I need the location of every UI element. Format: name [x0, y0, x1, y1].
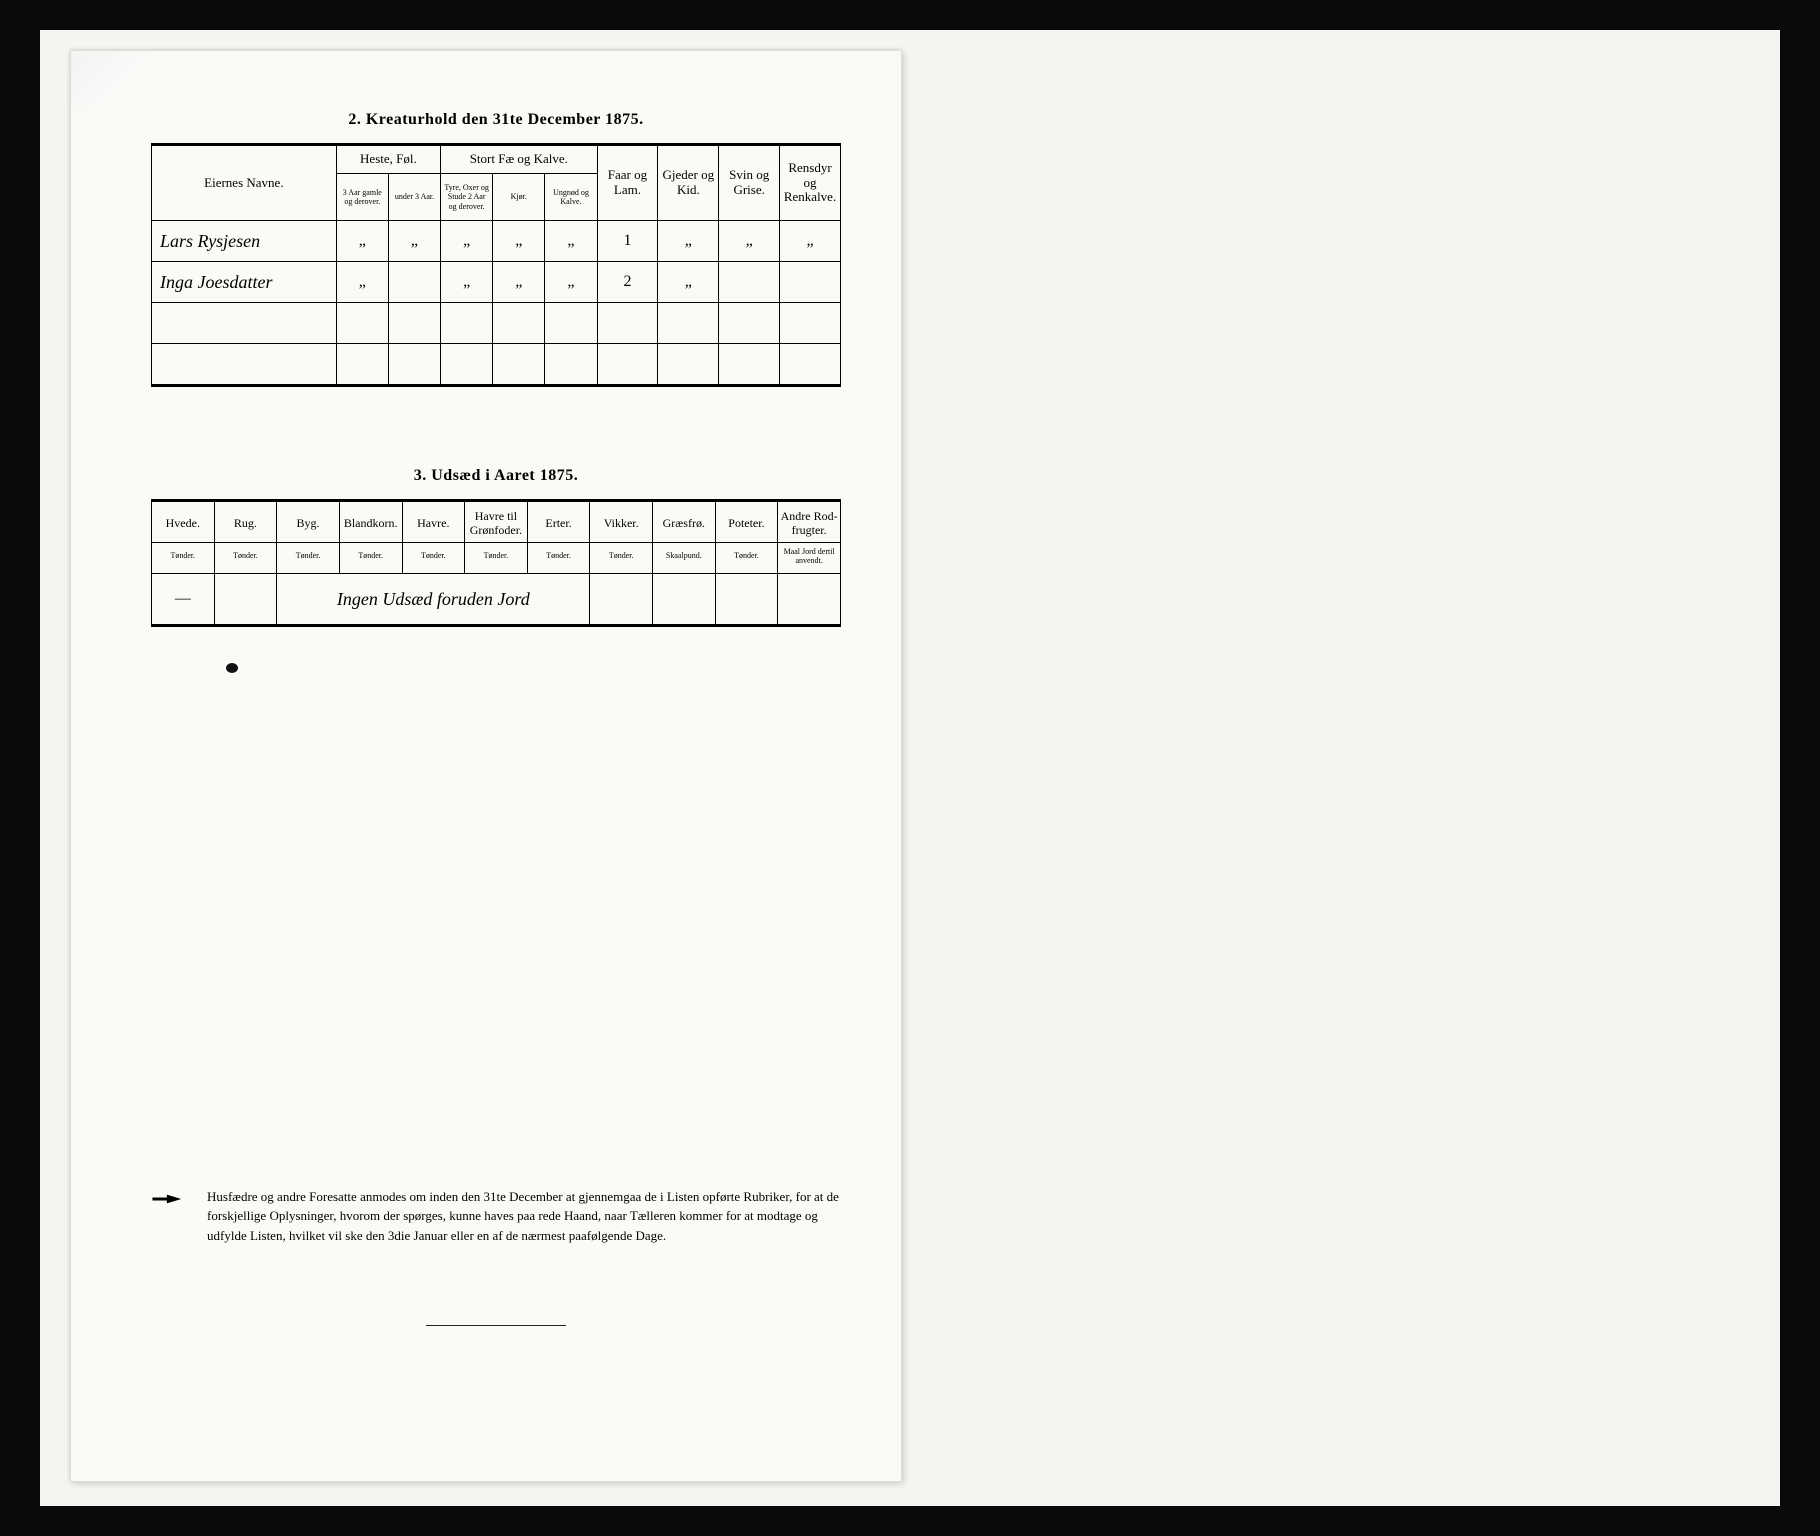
- bottom-divider: [426, 1325, 566, 1326]
- cell: [658, 302, 719, 343]
- unit: Tønder.: [715, 542, 778, 573]
- cell: [545, 302, 597, 343]
- col-stort-fae: Stort Fæ og Kalve.: [441, 145, 597, 174]
- cell-name: [152, 302, 337, 343]
- col-havre: Havre.: [402, 500, 465, 542]
- col-erter: Erter.: [527, 500, 590, 542]
- table-udsaed: Hvede. Rug. Byg. Blandkorn. Havre. Havre…: [151, 499, 841, 627]
- cell: [715, 573, 778, 625]
- footnote-text: Husfædre og andre Foresatte anmodes om i…: [207, 1187, 841, 1246]
- cell: [658, 343, 719, 385]
- cell: [590, 573, 653, 625]
- cell: [388, 302, 440, 343]
- unit: Tønder.: [527, 542, 590, 573]
- cell: [493, 302, 545, 343]
- cell: [653, 573, 716, 625]
- cell: [597, 343, 658, 385]
- sub-heste-2: under 3 Aar.: [388, 173, 440, 220]
- cell: „: [441, 261, 493, 302]
- cell: „: [441, 220, 493, 261]
- cell: [336, 343, 388, 385]
- cell: [597, 302, 658, 343]
- cell: „: [493, 220, 545, 261]
- unit: Tønder.: [339, 542, 402, 573]
- cell: 1: [597, 220, 658, 261]
- unit: Tønder.: [277, 542, 340, 573]
- page-fold: [71, 51, 191, 111]
- sub-stort-3: Ungnød og Kalve.: [545, 173, 597, 220]
- col-vikker: Vikker.: [590, 500, 653, 542]
- unit: Tønder.: [402, 542, 465, 573]
- col-rodfrugter: Andre Rod-frugter.: [778, 500, 841, 542]
- col-hvede: Hvede.: [152, 500, 215, 542]
- cell: —: [152, 573, 215, 625]
- cell-name: Lars Rysjesen: [152, 220, 337, 261]
- scan-background: 2. Kreaturhold den 31te December 1875. E…: [40, 30, 1780, 1506]
- col-rensdyr: Rensdyr og Renkalve.: [780, 145, 841, 221]
- section-2-title: 2. Kreaturhold den 31te December 1875.: [151, 111, 841, 129]
- sub-stort-1: Tyre, Oxer og Stude 2 Aar og derover.: [441, 173, 493, 220]
- col-byg: Byg.: [277, 500, 340, 542]
- unit: Maal Jord dertil anvendt.: [778, 542, 841, 573]
- cell: „: [388, 220, 440, 261]
- cell: [778, 573, 841, 625]
- cell: „: [336, 220, 388, 261]
- table-2-body: Lars Rysjesen „ „ „ „ „ 1 „ „ „ Inga Joe…: [152, 220, 841, 385]
- col-gjeder: Gjeder og Kid.: [658, 145, 719, 221]
- unit: Skaalpund.: [653, 542, 716, 573]
- sub-stort-2: Kjør.: [493, 173, 545, 220]
- table-row: [152, 343, 841, 385]
- cell: [214, 573, 277, 625]
- cell: [780, 302, 841, 343]
- col-poteter: Poteter.: [715, 500, 778, 542]
- table-row: Lars Rysjesen „ „ „ „ „ 1 „ „ „: [152, 220, 841, 261]
- unit: Tønder.: [590, 542, 653, 573]
- ink-blot: [226, 663, 238, 673]
- cell-name: Inga Joesdatter: [152, 261, 337, 302]
- handwritten-note: Ingen Udsæd foruden Jord: [277, 573, 590, 625]
- col-eiernes-navne: Eiernes Navne.: [152, 145, 337, 221]
- col-havre-gron: Havre til Grønfoder.: [465, 500, 528, 542]
- col-heste: Heste, Føl.: [336, 145, 440, 174]
- cell: „: [336, 261, 388, 302]
- col-graesfro: Græsfrø.: [653, 500, 716, 542]
- cell: [493, 343, 545, 385]
- col-rug: Rug.: [214, 500, 277, 542]
- cell: „: [658, 220, 719, 261]
- cell: 2: [597, 261, 658, 302]
- cell: [441, 343, 493, 385]
- cell: [719, 343, 780, 385]
- unit: Tønder.: [152, 542, 215, 573]
- cell-name: [152, 343, 337, 385]
- sub-heste-1: 3 Aar gamle og derover.: [336, 173, 388, 220]
- cell: [780, 343, 841, 385]
- cell: „: [780, 220, 841, 261]
- cell: [441, 302, 493, 343]
- cell: [336, 302, 388, 343]
- section-3-title: 3. Udsæd i Aaret 1875.: [151, 467, 841, 485]
- unit: Tønder.: [465, 542, 528, 573]
- col-svin: Svin og Grise.: [719, 145, 780, 221]
- col-blandkorn: Blandkorn.: [339, 500, 402, 542]
- cell: „: [719, 220, 780, 261]
- col-faar: Faar og Lam.: [597, 145, 658, 221]
- cell: „: [545, 220, 597, 261]
- document-page: 2. Kreaturhold den 31te December 1875. E…: [70, 50, 902, 1482]
- table-kreaturhold: Eiernes Navne. Heste, Føl. Stort Fæ og K…: [151, 143, 841, 387]
- cell: [719, 302, 780, 343]
- cell: [545, 343, 597, 385]
- unit: Tønder.: [214, 542, 277, 573]
- table-row: [152, 302, 841, 343]
- cell: „: [545, 261, 597, 302]
- pointing-hand-icon: [151, 1187, 191, 1246]
- cell: [388, 343, 440, 385]
- cell: „: [658, 261, 719, 302]
- cell: [780, 261, 841, 302]
- table-row: Inga Joesdatter „ „ „ „ 2 „: [152, 261, 841, 302]
- footnote: Husfædre og andre Foresatte anmodes om i…: [151, 1187, 841, 1246]
- table-row: — Ingen Udsæd foruden Jord: [152, 573, 841, 625]
- cell: „: [493, 261, 545, 302]
- cell: [388, 261, 440, 302]
- cell: [719, 261, 780, 302]
